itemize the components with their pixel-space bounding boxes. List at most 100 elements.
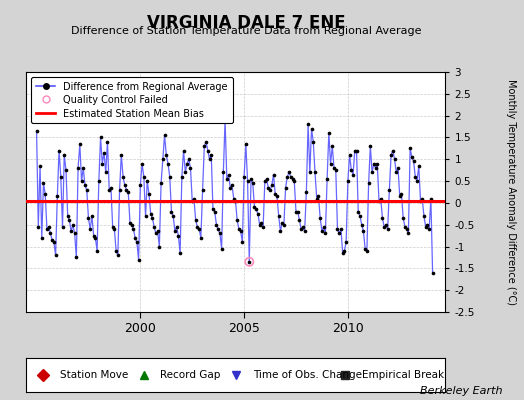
Point: [117, 152, 126, 158]
Point: [214, 226, 222, 232]
Point: [34, 224, 42, 230]
Point: [243, 178, 252, 184]
Point: [413, 178, 421, 184]
Point: [345, 152, 354, 158]
Point: [46, 230, 54, 237]
Point: [190, 195, 198, 202]
Point: [377, 195, 385, 202]
Point: [411, 174, 420, 180]
Point: [264, 184, 272, 191]
Point: [368, 169, 376, 176]
Point: [115, 187, 124, 193]
Point: [427, 195, 435, 202]
Point: [373, 160, 381, 167]
Point: [174, 232, 182, 239]
Point: [314, 193, 323, 200]
Point: [119, 174, 127, 180]
Point: [205, 156, 214, 162]
Point: [74, 165, 82, 171]
Text: Empirical Break: Empirical Break: [362, 370, 444, 380]
Point: [268, 182, 276, 189]
Point: [98, 160, 106, 167]
Point: [297, 226, 305, 232]
Point: [159, 156, 167, 162]
Point: [404, 230, 412, 237]
Point: [78, 178, 86, 184]
Point: [242, 141, 250, 147]
Point: [300, 228, 309, 234]
Point: [200, 143, 209, 149]
Point: [330, 165, 338, 171]
Point: [178, 174, 186, 180]
Point: [124, 189, 133, 195]
Point: [293, 208, 302, 215]
Point: [390, 156, 399, 162]
Point: [409, 158, 418, 165]
Point: [349, 171, 357, 178]
Point: [141, 213, 150, 219]
Point: [102, 169, 110, 176]
Point: [62, 167, 70, 173]
Point: [138, 160, 146, 167]
Point: [423, 222, 432, 228]
Point: [88, 213, 96, 219]
Point: [223, 176, 231, 182]
Text: Difference of Station Temperature Data from Regional Average: Difference of Station Temperature Data f…: [71, 26, 421, 36]
Point: [416, 198, 424, 204]
Text: Time of Obs. Change: Time of Obs. Change: [253, 370, 362, 380]
Point: [392, 169, 400, 176]
Point: [187, 165, 195, 171]
Point: [41, 191, 49, 197]
Point: [421, 224, 430, 230]
Point: [51, 252, 60, 258]
Point: [110, 226, 118, 232]
Point: [354, 208, 363, 215]
Point: [230, 195, 238, 202]
Text: Record Gap: Record Gap: [160, 370, 221, 380]
Point: [39, 180, 48, 186]
Point: [70, 230, 79, 237]
Point: [86, 226, 94, 232]
Point: [139, 174, 148, 180]
Point: [302, 189, 311, 195]
Point: [45, 224, 53, 230]
Point: [299, 224, 307, 230]
Point: [126, 219, 134, 226]
Point: [90, 232, 98, 239]
Point: [199, 187, 207, 193]
Text: VIRGINIA DALE 7 ENE: VIRGINIA DALE 7 ENE: [147, 14, 346, 32]
Point: [211, 208, 219, 215]
Point: [84, 215, 93, 221]
Point: [408, 154, 416, 160]
Point: [150, 224, 158, 230]
Point: [316, 215, 324, 221]
Point: [204, 147, 212, 154]
Point: [344, 178, 352, 184]
Point: [384, 226, 392, 232]
Point: [311, 169, 319, 176]
Point: [191, 217, 200, 224]
Point: [385, 187, 394, 193]
Point: [60, 152, 69, 158]
Point: [240, 174, 248, 180]
Point: [69, 222, 77, 228]
Point: [247, 176, 255, 182]
Point: [154, 228, 162, 234]
Point: [65, 217, 73, 224]
Point: [271, 191, 279, 197]
Point: [318, 228, 326, 234]
Point: [75, 141, 84, 147]
Point: [375, 198, 383, 204]
Point: [275, 213, 283, 219]
Point: [248, 180, 257, 186]
Point: [172, 224, 181, 230]
Point: [157, 180, 165, 186]
Point: [176, 250, 184, 256]
Point: [81, 182, 89, 189]
Point: [414, 163, 423, 169]
Point: [67, 228, 75, 234]
Point: [196, 235, 205, 241]
Point: [295, 217, 303, 224]
Point: [100, 150, 108, 156]
Point: [226, 184, 234, 191]
